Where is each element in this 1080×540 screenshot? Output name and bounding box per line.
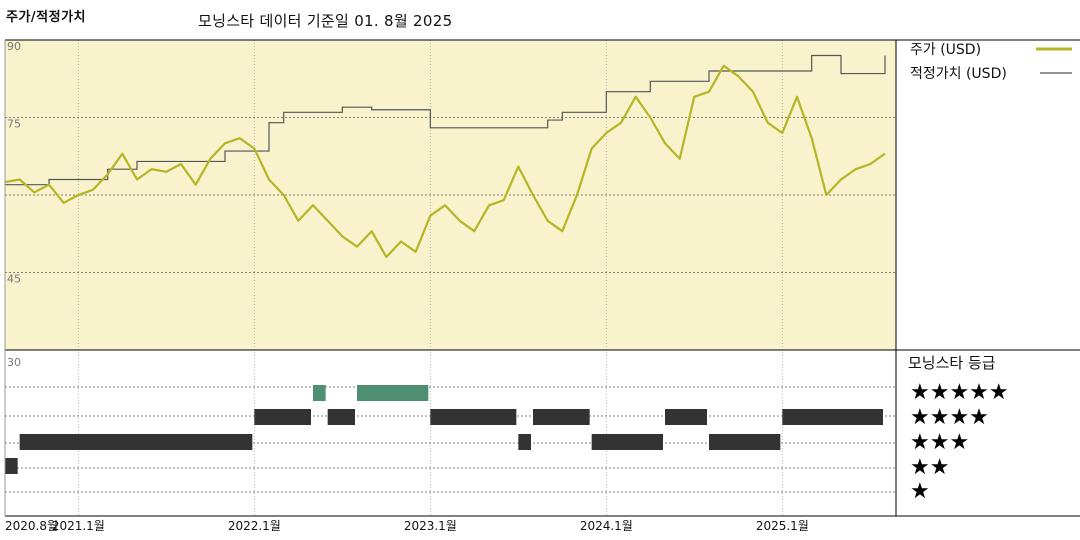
x-tick-label: 2022.1월 [228,519,281,533]
x-tick-label: 2025.1월 [756,519,809,533]
star-label: ★★ [910,455,949,480]
rating-bar [591,434,663,450]
rating-bar [533,409,590,425]
rating-bar [313,385,326,401]
rating-bar [518,434,531,450]
rating-bar [5,458,18,474]
chart-subtitle: 모닝스타 데이터 기준일 01. 8월 2025 [198,12,453,30]
x-tick-label: 2023.1월 [404,519,457,533]
x-tick-label: 2020.8월 [5,519,58,533]
rating-bar [357,385,429,401]
y-tick-label: 30 [7,356,21,369]
star-label: ★★★ [910,430,969,455]
star-label: ★★★★★ [910,380,1009,405]
rating-title: 모닝스타 등급 [908,354,996,372]
price-line [4,64,886,259]
series-lines [4,54,886,259]
rating-bar [327,409,355,425]
star-labels: ★★★★★★★★★★★★★★★ [910,380,1009,504]
star-label: ★★★★ [910,405,989,430]
y-tick-label: 45 [7,273,21,286]
x-tick-label: 2024.1월 [580,519,633,533]
rating-bar [709,434,781,450]
rating-bar [19,434,253,450]
x-tick-label: 2021.1월 [52,519,105,533]
rating-bar [254,409,311,425]
legend-fairvalue-label: 적정가치 (USD) [910,66,1007,82]
y-tick-label: 75 [7,118,21,131]
legend-price-label: 주가 (USD) [910,42,981,58]
rating-bar [782,409,883,425]
y-tick-label: 90 [7,40,21,53]
chart-title: 주가/적정가치 [6,10,87,25]
y-axis-ticks: 90 75 45 30 [7,40,21,369]
rating-bar [430,409,517,425]
rating-bar [665,409,707,425]
fair-value-line [5,54,886,186]
legend: 주가 (USD) 적정가치 (USD) [910,42,1072,82]
star-label: ★ [910,479,930,504]
rating-bars [5,385,883,474]
